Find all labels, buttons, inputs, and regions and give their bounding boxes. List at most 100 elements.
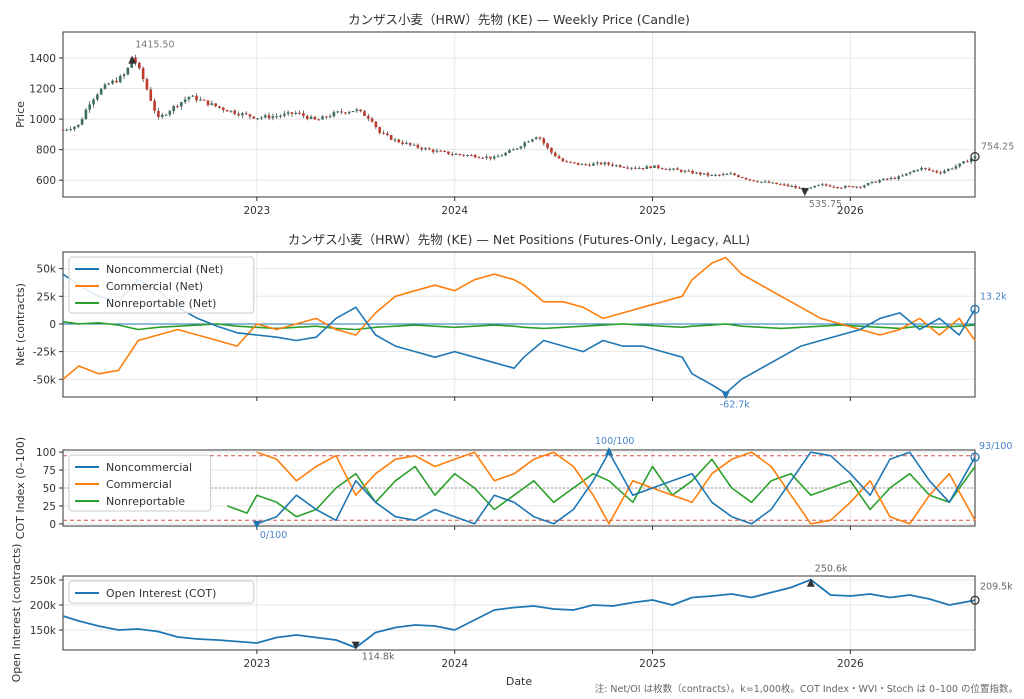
- candle-body: [939, 172, 942, 174]
- x-tick-label: 2026: [837, 205, 864, 217]
- candle-body: [927, 168, 931, 171]
- candle-body: [817, 184, 820, 186]
- candle-body: [225, 110, 229, 112]
- y-tick-label: 25k: [37, 291, 57, 303]
- annotation-label: 250.6k: [815, 564, 848, 575]
- candle-body: [683, 170, 687, 172]
- candle-body: [496, 156, 500, 158]
- candle-body: [786, 184, 790, 187]
- candle-body: [931, 170, 935, 172]
- candle-body: [424, 148, 427, 150]
- candle-body: [347, 111, 351, 114]
- candle-body: [943, 170, 946, 174]
- candle-body: [691, 170, 694, 174]
- candle-body: [378, 127, 382, 133]
- y-tick-label: 1200: [29, 84, 56, 96]
- candle-body: [660, 168, 664, 170]
- annotation-label: 100/100: [595, 436, 634, 447]
- candle-body: [756, 181, 759, 183]
- candle-body: [187, 96, 191, 100]
- panel-2: 50k 25k 0 -25k -50k カンザス小麦（HRW）先物 (KE) — Net …: [14, 232, 1007, 410]
- candle-body: [202, 99, 206, 101]
- candle-body: [145, 79, 149, 90]
- panel-frame: [62, 31, 976, 198]
- candle-body: [473, 155, 477, 158]
- candle-body: [435, 150, 439, 152]
- candle-body: [340, 111, 343, 113]
- candle-body: [401, 142, 404, 144]
- series-line: [62, 320, 976, 331]
- y-tick-label: 150k: [30, 625, 57, 637]
- candle-body: [550, 147, 553, 153]
- candle-body: [874, 181, 878, 183]
- y-tick-label: 250k: [30, 575, 57, 587]
- candle-body: [126, 67, 130, 75]
- candle-body: [179, 102, 183, 107]
- figure-footnote: 注: Net/OI は枚数（contracts）。k=1,000枚。COT In…: [595, 683, 1018, 695]
- annotation-label: 535.75: [809, 199, 842, 210]
- x-tick-label: 2023: [244, 658, 271, 670]
- candle-body: [92, 99, 95, 105]
- candle-body: [611, 164, 614, 166]
- candle-body: [199, 99, 202, 101]
- candle-body: [752, 180, 755, 182]
- y-axis-label: Open Interest (contracts): [10, 544, 23, 683]
- candle-body: [103, 84, 107, 89]
- candle-body: [603, 162, 607, 165]
- candle-body: [748, 179, 752, 181]
- legend-label: Commercial (Net): [106, 280, 203, 293]
- marker-point: [970, 452, 980, 462]
- candle-body: [973, 155, 977, 159]
- y-tick-label: 0: [49, 319, 56, 331]
- candle-body: [935, 170, 939, 173]
- candle-body: [645, 166, 649, 169]
- candle-body: [191, 95, 195, 97]
- candle-body: [843, 186, 847, 188]
- x-tick-label: 2024: [441, 205, 468, 217]
- candle-body: [962, 161, 965, 164]
- y-tick-label: -50k: [33, 374, 57, 386]
- candle-body: [481, 157, 485, 159]
- y-tick-label: 50: [43, 483, 56, 495]
- y-tick-label: 1400: [29, 53, 56, 65]
- candle-body: [477, 157, 481, 159]
- candle-body: [821, 184, 824, 186]
- candle-body: [115, 80, 118, 83]
- candle-body: [729, 173, 733, 175]
- candle-body: [454, 153, 458, 155]
- candle-body: [542, 138, 546, 144]
- marker-point: [970, 595, 980, 605]
- candle-body: [969, 158, 973, 162]
- candle-body: [538, 137, 542, 139]
- panel-3: 0 25 50 75 100 COT Index (0–100) Noncommercial…: [14, 436, 1012, 541]
- candle-body: [744, 177, 748, 180]
- candle-body: [485, 156, 488, 158]
- candle-body: [763, 181, 767, 183]
- candle-body: [710, 174, 714, 176]
- candle-body: [416, 144, 420, 148]
- panel-frame: [62, 251, 976, 398]
- candle-body: [462, 154, 465, 156]
- candle-body: [389, 135, 393, 140]
- annotation-label: 0/100: [260, 530, 287, 541]
- marker-point: [970, 304, 980, 314]
- candle-body: [138, 62, 141, 69]
- x-tick-label: 2023: [244, 205, 271, 217]
- candle-body: [466, 155, 469, 157]
- candle-body: [855, 186, 859, 188]
- marker-point: [721, 391, 730, 400]
- candle-body: [76, 124, 80, 127]
- x-tick-label: 2024: [441, 658, 468, 670]
- legend-label: Nonreportable: [106, 495, 185, 508]
- legend-label: Nonreportable (Net): [106, 297, 216, 310]
- candle-body: [252, 116, 256, 119]
- y-axis-label: COT Index (0–100): [14, 437, 27, 539]
- candle-body: [324, 116, 328, 118]
- candle-body: [794, 185, 797, 188]
- legend-label: Commercial: [106, 478, 172, 491]
- legend-box: [68, 580, 255, 604]
- y-tick-label: 25: [43, 501, 56, 513]
- candle-body: [847, 186, 851, 188]
- candle-body: [740, 177, 744, 179]
